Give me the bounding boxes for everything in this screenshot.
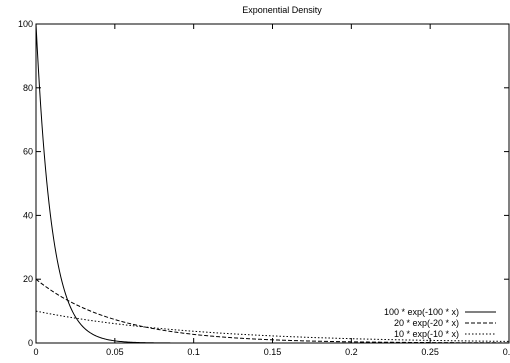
x-tick-label: 0.2 <box>345 347 358 357</box>
x-tick-label: 0.25 <box>421 347 439 357</box>
y-tick-label: 20 <box>23 274 33 284</box>
x-axis: 0 0.05 0.1 0.15 0.2 0.25 0.3 <box>33 24 510 357</box>
x-tick-label: 0.15 <box>264 347 282 357</box>
series-line <box>35 23 509 344</box>
series-line <box>35 278 509 344</box>
y-tick-label: 80 <box>23 83 33 93</box>
x-tick-label: 0.3 <box>503 347 510 357</box>
y-tick-label: 0 <box>28 338 33 348</box>
legend-label: 10 * exp(-10 * x) <box>394 329 459 339</box>
series-line <box>35 310 510 342</box>
legend-label: 100 * exp(-100 * x) <box>384 307 459 317</box>
plot-frame <box>35 23 510 344</box>
y-tick-label: 100 <box>18 19 33 29</box>
x-tick-label: 0.05 <box>106 347 124 357</box>
x-tick-label: 0.1 <box>187 347 200 357</box>
y-tick-label: 40 <box>23 210 33 220</box>
legend: 100 * exp(-100 * x)20 * exp(-20 * x)10 *… <box>384 307 496 339</box>
y-axis: 0 20 40 60 80 100 <box>18 19 509 348</box>
y-tick-label: 60 <box>23 147 33 157</box>
x-tick-label: 0 <box>33 347 38 357</box>
chart-title: Exponential Density <box>242 5 322 15</box>
series-lines <box>35 23 510 344</box>
legend-label: 20 * exp(-20 * x) <box>394 318 459 328</box>
